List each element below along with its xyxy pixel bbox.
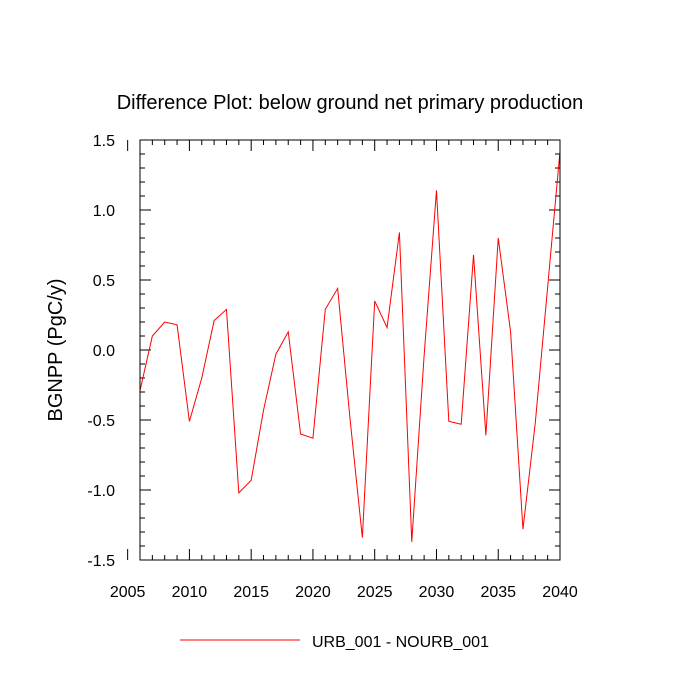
x-tick-label: 2005 <box>110 584 146 601</box>
y-tick-label: 0.5 <box>93 273 115 290</box>
data-point <box>189 421 190 422</box>
data-point <box>473 254 474 255</box>
tick-labels: 2005 2010 2015 2020 2025 2030 2035 2040 -1.5 -1.0… <box>87 133 577 601</box>
y-tick-label: 1.5 <box>93 133 115 150</box>
data-point <box>300 434 301 435</box>
y-tick-label: -1.0 <box>87 483 115 500</box>
x-tick-label: 2010 <box>172 584 208 601</box>
data-point <box>387 327 388 328</box>
data-point <box>226 309 227 310</box>
data-point <box>263 410 264 411</box>
data-point <box>251 480 252 481</box>
data-point <box>177 324 178 325</box>
x-tick-label: 2040 <box>542 584 578 601</box>
y-tick-label: -1.5 <box>87 553 115 570</box>
data-point <box>535 422 536 423</box>
x-tick-label: 2025 <box>357 584 393 601</box>
data-point <box>350 418 351 419</box>
data-point <box>448 421 449 422</box>
chart-title: Difference Plot: below ground net primar… <box>117 92 584 114</box>
data-point <box>510 331 511 332</box>
data-point <box>374 301 375 302</box>
data-point <box>436 190 437 191</box>
data-point <box>522 529 523 530</box>
data-series <box>139 151 561 542</box>
y-axis-label: BGNPP (PgC/y) <box>45 279 67 422</box>
x-tick-label: 2020 <box>295 584 331 601</box>
data-point <box>461 424 462 425</box>
data-point <box>399 232 400 233</box>
data-point <box>238 492 239 493</box>
data-point <box>288 331 289 332</box>
series-line <box>139 151 561 542</box>
legend-label: URB_001 - NOURB_001 <box>312 634 489 651</box>
data-point <box>152 336 153 337</box>
data-point <box>411 541 412 542</box>
data-point <box>325 309 326 310</box>
data-point <box>312 438 313 439</box>
x-tick-label: 2015 <box>233 584 269 601</box>
legend: URB_001 - NOURB_001 <box>180 634 489 651</box>
y-tick-label: 1.0 <box>93 203 115 220</box>
data-point <box>214 320 215 321</box>
x-tick-label: 2035 <box>480 584 516 601</box>
y-tick-label: 0.0 <box>93 343 115 360</box>
plot-frame <box>139 139 561 561</box>
data-point <box>498 238 499 239</box>
data-point <box>485 435 486 436</box>
data-point <box>337 288 338 289</box>
data-point <box>547 287 548 288</box>
y-tick-label: -0.5 <box>87 413 115 430</box>
x-tick-label: 2030 <box>419 584 455 601</box>
data-point <box>164 322 165 323</box>
data-point <box>275 354 276 355</box>
data-point <box>201 378 202 379</box>
data-point <box>424 355 425 356</box>
data-point <box>362 537 363 538</box>
